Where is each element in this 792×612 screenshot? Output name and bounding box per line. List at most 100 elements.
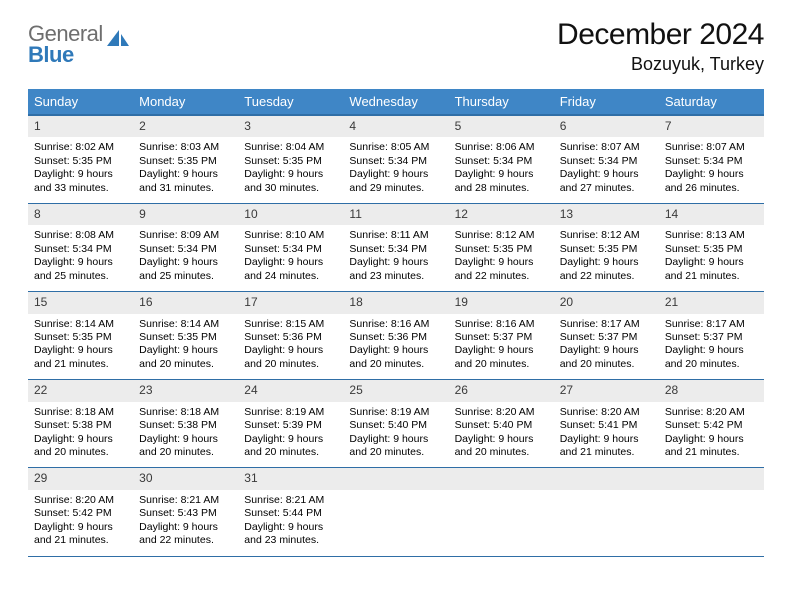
- daylight-line2: and 22 minutes.: [560, 270, 653, 283]
- sunset-text: Sunset: 5:35 PM: [560, 243, 653, 256]
- daylight-line1: Daylight: 9 hours: [560, 256, 653, 269]
- sunrise-text: Sunrise: 8:09 AM: [139, 229, 232, 242]
- week-row: 29Sunrise: 8:20 AMSunset: 5:42 PMDayligh…: [28, 468, 764, 556]
- day-number: 22: [28, 380, 133, 401]
- sunset-text: Sunset: 5:34 PM: [349, 155, 442, 168]
- daylight-line1: Daylight: 9 hours: [139, 168, 232, 181]
- day-cell: 4Sunrise: 8:05 AMSunset: 5:34 PMDaylight…: [343, 115, 448, 204]
- daylight-line2: and 20 minutes.: [244, 446, 337, 459]
- sunset-text: Sunset: 5:35 PM: [244, 155, 337, 168]
- day-number: 24: [238, 380, 343, 401]
- day-number: 25: [343, 380, 448, 401]
- daylight-line1: Daylight: 9 hours: [455, 433, 548, 446]
- title-block: December 2024 Bozuyuk, Turkey: [557, 18, 764, 75]
- sunrise-text: Sunrise: 8:10 AM: [244, 229, 337, 242]
- daylight-line2: and 33 minutes.: [34, 182, 127, 195]
- weekday-wednesday: Wednesday: [343, 89, 448, 115]
- day-number: 11: [343, 204, 448, 225]
- daylight-line2: and 20 minutes.: [349, 446, 442, 459]
- calendar-page: General Blue December 2024 Bozuyuk, Turk…: [0, 0, 792, 612]
- day-cell: 3Sunrise: 8:04 AMSunset: 5:35 PMDaylight…: [238, 115, 343, 204]
- daylight-line2: and 25 minutes.: [139, 270, 232, 283]
- calendar-table: Sunday Monday Tuesday Wednesday Thursday…: [28, 89, 764, 557]
- day-number: 2: [133, 116, 238, 137]
- week-row: 8Sunrise: 8:08 AMSunset: 5:34 PMDaylight…: [28, 204, 764, 292]
- daylight-line1: Daylight: 9 hours: [244, 433, 337, 446]
- day-body: Sunrise: 8:07 AMSunset: 5:34 PMDaylight:…: [554, 141, 659, 197]
- daylight-line2: and 21 minutes.: [560, 446, 653, 459]
- day-cell: 8 Sunrise: 8:08 AMSunset: 5:34 PMDaylight…: [28, 204, 133, 292]
- sunrise-text: Sunrise: 8:08 AM: [34, 229, 127, 242]
- day-cell: 20Sunrise: 8:17 AMSunset: 5:37 PMDayligh…: [554, 292, 659, 380]
- sunrise-text: Sunrise: 8:12 AM: [455, 229, 548, 242]
- day-cell: 22Sunrise: 8:18 AMSunset: 5:38 PMDayligh…: [28, 380, 133, 468]
- day-cell: 21Sunrise: 8:17 AMSunset: 5:37 PMDayligh…: [659, 292, 764, 380]
- daylight-line1: Daylight: 9 hours: [34, 256, 127, 269]
- daylight-line2: and 21 minutes.: [34, 358, 127, 371]
- daylight-line1: Daylight: 9 hours: [560, 433, 653, 446]
- day-cell: 10Sunrise: 8:10 AMSunset: 5:34 PMDayligh…: [238, 204, 343, 292]
- day-body: Sunrise: 8:20 AMSunset: 5:42 PMDaylight:…: [28, 494, 133, 550]
- month-title: December 2024: [557, 18, 764, 52]
- daylight-line2: and 20 minutes.: [455, 446, 548, 459]
- day-number: [659, 468, 764, 489]
- daylight-line1: Daylight: 9 hours: [244, 344, 337, 357]
- empty-cell: [554, 468, 659, 556]
- daylight-line2: and 31 minutes.: [139, 182, 232, 195]
- day-number: 18: [343, 292, 448, 313]
- day-cell: 26Sunrise: 8:20 AMSunset: 5:40 PMDayligh…: [449, 380, 554, 468]
- sunset-text: Sunset: 5:34 PM: [455, 155, 548, 168]
- day-cell: 17Sunrise: 8:15 AMSunset: 5:36 PMDayligh…: [238, 292, 343, 380]
- day-body: Sunrise: 8:21 AMSunset: 5:43 PMDaylight:…: [133, 494, 238, 550]
- day-body: Sunrise: 8:17 AMSunset: 5:37 PMDaylight:…: [554, 318, 659, 374]
- daylight-line2: and 26 minutes.: [665, 182, 758, 195]
- daylight-line2: and 21 minutes.: [34, 534, 127, 547]
- sunset-text: Sunset: 5:35 PM: [34, 331, 127, 344]
- day-number: 8: [28, 204, 133, 225]
- day-body: Sunrise: 8:16 AMSunset: 5:36 PMDaylight:…: [343, 318, 448, 374]
- day-number: 21: [659, 292, 764, 313]
- sunrise-text: Sunrise: 8:02 AM: [34, 141, 127, 154]
- day-body: Sunrise: 8:10 AMSunset: 5:34 PMDaylight:…: [238, 229, 343, 285]
- sunrise-text: Sunrise: 8:18 AM: [139, 406, 232, 419]
- day-number: 12: [449, 204, 554, 225]
- day-number: 26: [449, 380, 554, 401]
- day-body: Sunrise: 8:02 AMSunset: 5:35 PMDaylight:…: [28, 141, 133, 197]
- day-number: 17: [238, 292, 343, 313]
- header: General Blue December 2024 Bozuyuk, Turk…: [28, 18, 764, 75]
- daylight-line1: Daylight: 9 hours: [455, 256, 548, 269]
- sunrise-text: Sunrise: 8:20 AM: [665, 406, 758, 419]
- sunrise-text: Sunrise: 8:16 AM: [455, 318, 548, 331]
- sunset-text: Sunset: 5:34 PM: [34, 243, 127, 256]
- day-cell: 1Sunrise: 8:02 AMSunset: 5:35 PMDaylight…: [28, 115, 133, 204]
- daylight-line1: Daylight: 9 hours: [560, 168, 653, 181]
- sunset-text: Sunset: 5:35 PM: [139, 331, 232, 344]
- daylight-line1: Daylight: 9 hours: [139, 344, 232, 357]
- sunset-text: Sunset: 5:35 PM: [455, 243, 548, 256]
- sunset-text: Sunset: 5:38 PM: [139, 419, 232, 432]
- daylight-line2: and 20 minutes.: [560, 358, 653, 371]
- day-body: Sunrise: 8:07 AMSunset: 5:34 PMDaylight:…: [659, 141, 764, 197]
- daylight-line2: and 25 minutes.: [34, 270, 127, 283]
- daylight-line2: and 21 minutes.: [665, 270, 758, 283]
- sunrise-text: Sunrise: 8:14 AM: [34, 318, 127, 331]
- day-cell: 31Sunrise: 8:21 AMSunset: 5:44 PMDayligh…: [238, 468, 343, 556]
- daylight-line1: Daylight: 9 hours: [139, 433, 232, 446]
- day-cell: 7 Sunrise: 8:07 AMSunset: 5:34 PMDaylight…: [659, 115, 764, 204]
- weekday-thursday: Thursday: [449, 89, 554, 115]
- day-body: Sunrise: 8:06 AMSunset: 5:34 PMDaylight:…: [449, 141, 554, 197]
- sunrise-text: Sunrise: 8:19 AM: [244, 406, 337, 419]
- daylight-line2: and 22 minutes.: [139, 534, 232, 547]
- day-number: 19: [449, 292, 554, 313]
- day-number: 7: [659, 116, 764, 137]
- day-body: Sunrise: 8:16 AMSunset: 5:37 PMDaylight:…: [449, 318, 554, 374]
- week-row: 22Sunrise: 8:18 AMSunset: 5:38 PMDayligh…: [28, 380, 764, 468]
- sunrise-text: Sunrise: 8:17 AM: [665, 318, 758, 331]
- sunrise-text: Sunrise: 8:12 AM: [560, 229, 653, 242]
- sunrise-text: Sunrise: 8:20 AM: [455, 406, 548, 419]
- day-cell: 16Sunrise: 8:14 AMSunset: 5:35 PMDayligh…: [133, 292, 238, 380]
- daylight-line2: and 24 minutes.: [244, 270, 337, 283]
- day-body: Sunrise: 8:20 AMSunset: 5:42 PMDaylight:…: [659, 406, 764, 462]
- day-number: [343, 468, 448, 489]
- sunset-text: Sunset: 5:40 PM: [349, 419, 442, 432]
